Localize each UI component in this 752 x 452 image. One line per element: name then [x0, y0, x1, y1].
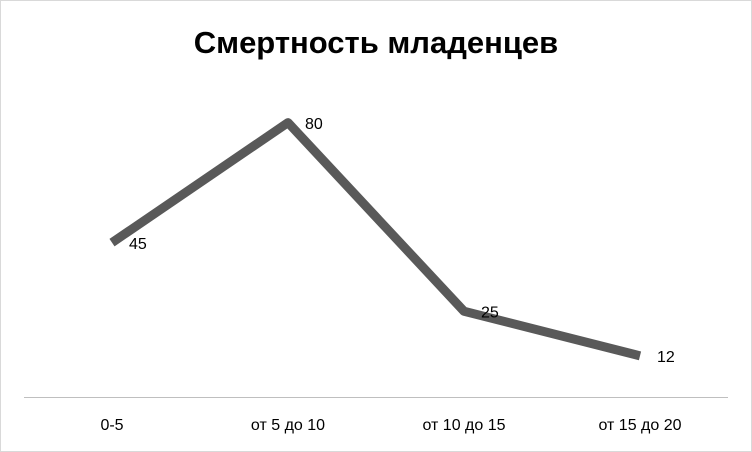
line: [109, 118, 642, 361]
chart-title: Смертность младенцев: [194, 25, 558, 60]
x-tick-label: от 5 до 10: [251, 417, 325, 434]
x-tick-label: от 15 до 20: [598, 417, 681, 434]
data-label: 25: [481, 304, 499, 321]
x-tick-label: от 10 до 15: [422, 417, 505, 434]
data-label: 45: [129, 236, 147, 253]
data-label: 80: [305, 116, 323, 133]
data-label: 12: [657, 349, 675, 366]
x-tick-label: 0-5: [100, 417, 123, 434]
